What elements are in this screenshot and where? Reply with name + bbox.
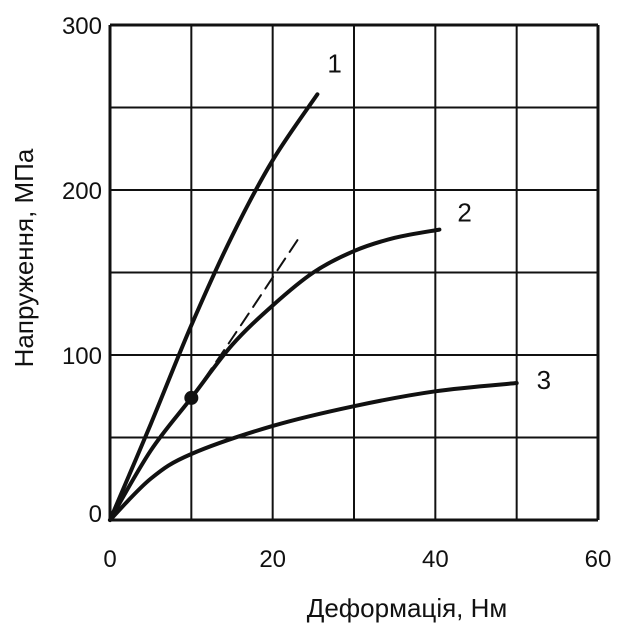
curve-labels: 1 2 3 <box>327 48 551 395</box>
dashed-tangent-line <box>190 233 303 399</box>
point-marker <box>184 390 199 405</box>
x-tick-label: 40 <box>422 546 449 573</box>
curve-label-1: 1 <box>327 48 341 78</box>
curve-2 <box>108 227 442 522</box>
curve-3 <box>108 381 519 522</box>
curve-label-3: 3 <box>537 365 551 395</box>
y-tick-label: 0 <box>89 501 102 528</box>
point-markers <box>184 390 199 405</box>
x-axis-title: Деформація, Нм <box>307 593 508 623</box>
curve-1 <box>108 92 320 522</box>
curve-label-2: 2 <box>457 198 471 228</box>
y-axis-title: Напруження, МПа <box>9 148 39 367</box>
x-tick-label: 0 <box>103 546 116 573</box>
y-tick-label: 300 <box>62 13 102 40</box>
x-tick-label: 60 <box>585 546 612 573</box>
tick-labels: 0 20 40 60 0 100 200 300 <box>62 13 611 573</box>
grid-lines <box>108 23 600 522</box>
y-tick-label: 200 <box>62 178 102 205</box>
curves <box>108 92 519 522</box>
x-tick-label: 20 <box>259 546 286 573</box>
y-tick-label: 100 <box>62 343 102 370</box>
